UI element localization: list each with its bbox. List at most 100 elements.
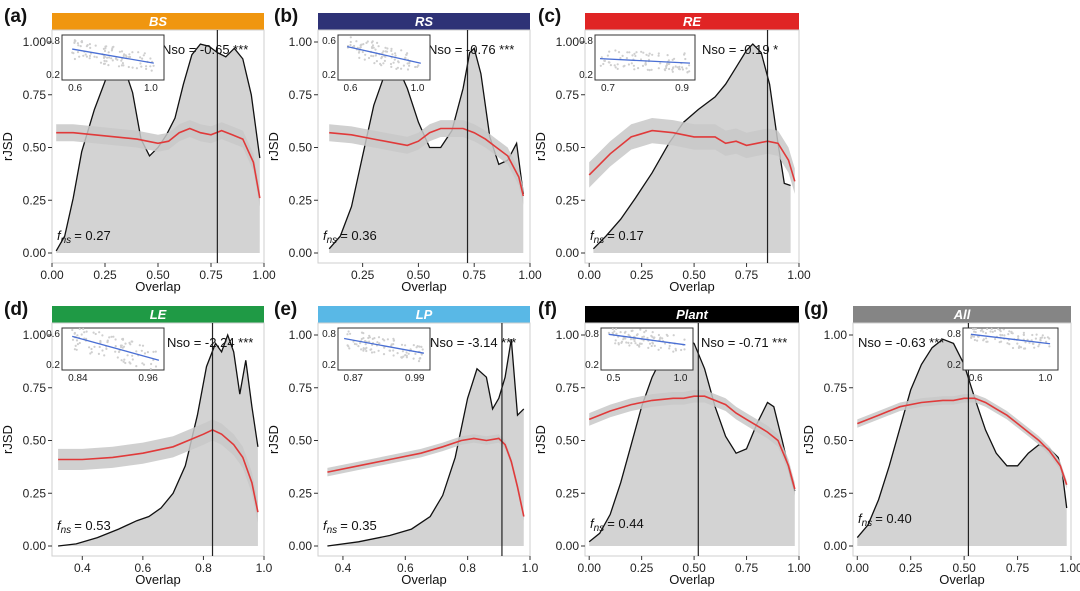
x-tick-label: 1.00 bbox=[787, 561, 811, 575]
inset-point bbox=[616, 67, 619, 70]
inset-point bbox=[104, 47, 107, 50]
inset-point bbox=[103, 59, 106, 63]
inset-point bbox=[364, 339, 367, 343]
inset-point bbox=[357, 345, 360, 348]
inset-point bbox=[357, 51, 361, 54]
inset-point bbox=[364, 343, 367, 346]
inset-point bbox=[365, 349, 368, 353]
inset-point bbox=[632, 64, 636, 67]
inset-point bbox=[666, 62, 669, 65]
inset-point bbox=[383, 59, 386, 63]
inset-x-tick-label: 0.99 bbox=[405, 373, 425, 384]
inset-point bbox=[406, 68, 410, 71]
inset-point bbox=[382, 353, 386, 356]
inset-point bbox=[683, 338, 686, 341]
loess-line bbox=[588, 129, 796, 182]
inset-fit-line bbox=[347, 45, 421, 64]
inset-point bbox=[631, 54, 634, 57]
inset-point bbox=[150, 362, 153, 366]
inset-point bbox=[361, 50, 364, 54]
inset-point bbox=[405, 354, 408, 357]
strip-header bbox=[52, 306, 264, 323]
x-axis-title: Overlap bbox=[401, 572, 447, 587]
inset-point bbox=[75, 348, 78, 351]
strip-title: BS bbox=[149, 14, 167, 29]
inset-point bbox=[661, 337, 664, 340]
inset-point bbox=[1045, 340, 1048, 343]
inset-y-tick-label: 0.8 bbox=[46, 36, 60, 47]
inset-point bbox=[651, 335, 654, 338]
inset-point bbox=[994, 337, 997, 341]
x-tick-label: 1.0 bbox=[256, 561, 273, 575]
inset-point bbox=[129, 343, 132, 346]
x-tick-label: 0.25 bbox=[630, 561, 654, 575]
inset-fit-line bbox=[344, 337, 424, 354]
inset-point bbox=[82, 54, 85, 57]
inset-point bbox=[667, 59, 671, 62]
inset-point bbox=[619, 57, 622, 60]
y-tick-label: 0.50 bbox=[23, 141, 47, 155]
inset-point bbox=[628, 51, 631, 54]
inset-point bbox=[1039, 336, 1042, 340]
inset-point bbox=[376, 341, 379, 344]
fns-subscript: ns bbox=[327, 235, 338, 246]
loess-line bbox=[588, 395, 796, 490]
inset-point bbox=[629, 338, 633, 341]
inset-point bbox=[392, 354, 395, 357]
inset-point bbox=[1003, 334, 1006, 337]
inset-point bbox=[101, 334, 104, 337]
inset-point bbox=[74, 344, 77, 347]
inset-point bbox=[688, 64, 691, 67]
inset-point bbox=[1037, 345, 1040, 348]
inset-point bbox=[681, 68, 685, 71]
fns-subscript: ns bbox=[61, 235, 72, 246]
inset-point bbox=[152, 64, 155, 67]
inset-point bbox=[1028, 341, 1031, 344]
inset-point bbox=[154, 365, 158, 368]
inset-point bbox=[349, 40, 352, 44]
inset-point bbox=[95, 56, 98, 59]
inset-point bbox=[650, 68, 653, 71]
inset-point bbox=[122, 54, 125, 58]
strip-header bbox=[318, 306, 530, 323]
inset-point bbox=[360, 331, 364, 334]
inset-point bbox=[626, 51, 629, 54]
inset-point bbox=[405, 356, 408, 359]
inset-point bbox=[117, 350, 121, 354]
fns-value: = 0.40 bbox=[875, 511, 912, 526]
inset-point bbox=[1023, 347, 1026, 350]
inset-point bbox=[76, 42, 79, 45]
x-tick-label: 0.25 bbox=[899, 561, 923, 575]
inset-point bbox=[1039, 339, 1042, 342]
inset-point bbox=[373, 62, 376, 65]
x-axis-title: Overlap bbox=[669, 279, 715, 294]
inset-point bbox=[73, 41, 76, 45]
inset-point bbox=[624, 337, 627, 340]
inset-point bbox=[984, 332, 988, 335]
inset-point bbox=[653, 344, 656, 347]
inset-point bbox=[110, 335, 113, 338]
inset-point bbox=[678, 65, 681, 68]
inset-point bbox=[678, 67, 681, 71]
x-tick-label: 0.6 bbox=[135, 561, 152, 575]
inset-point bbox=[140, 349, 143, 352]
x-tick-label: 1.00 bbox=[787, 268, 811, 282]
fns-label: fns = 0.27 bbox=[57, 228, 111, 246]
inset-point bbox=[393, 58, 396, 61]
inset-point bbox=[79, 45, 82, 48]
inset-point bbox=[98, 345, 101, 349]
inset-y-tick-label: 0.2 bbox=[322, 70, 336, 81]
inset-point bbox=[365, 41, 368, 45]
inset-point bbox=[370, 46, 374, 49]
inset-point bbox=[622, 65, 625, 68]
inset-point bbox=[150, 69, 153, 72]
inset-point bbox=[105, 45, 108, 48]
inset-point bbox=[137, 51, 140, 54]
inset-point bbox=[651, 331, 654, 334]
inset-point bbox=[648, 52, 651, 55]
fns-label: fns = 0.40 bbox=[858, 511, 912, 529]
inset-point bbox=[379, 62, 382, 65]
inset-point bbox=[420, 345, 423, 348]
inset-point bbox=[1018, 345, 1021, 348]
density-area bbox=[58, 335, 258, 546]
